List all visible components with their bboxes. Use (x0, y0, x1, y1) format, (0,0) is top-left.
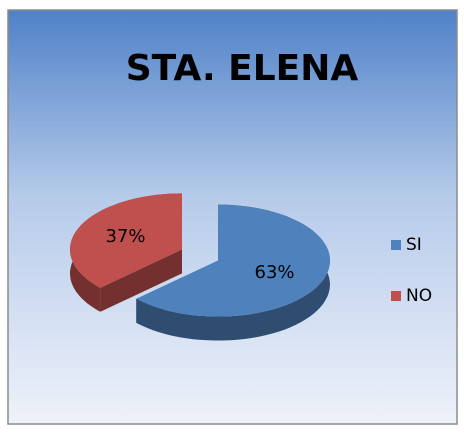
legend-swatch (391, 291, 401, 301)
slice-cut (100, 249, 182, 312)
data-label: 37% (105, 226, 145, 247)
slice-top (136, 204, 330, 317)
legend-label: SI (406, 235, 422, 255)
pie-slice (70, 193, 182, 312)
legend-swatch (391, 240, 401, 250)
pie-slice (136, 204, 330, 341)
slice-side (136, 204, 330, 341)
chart-title: STA. ELENA (126, 48, 359, 89)
legend-label: NO (406, 286, 432, 306)
data-label: 63% (255, 262, 295, 283)
slice-top (70, 193, 182, 288)
